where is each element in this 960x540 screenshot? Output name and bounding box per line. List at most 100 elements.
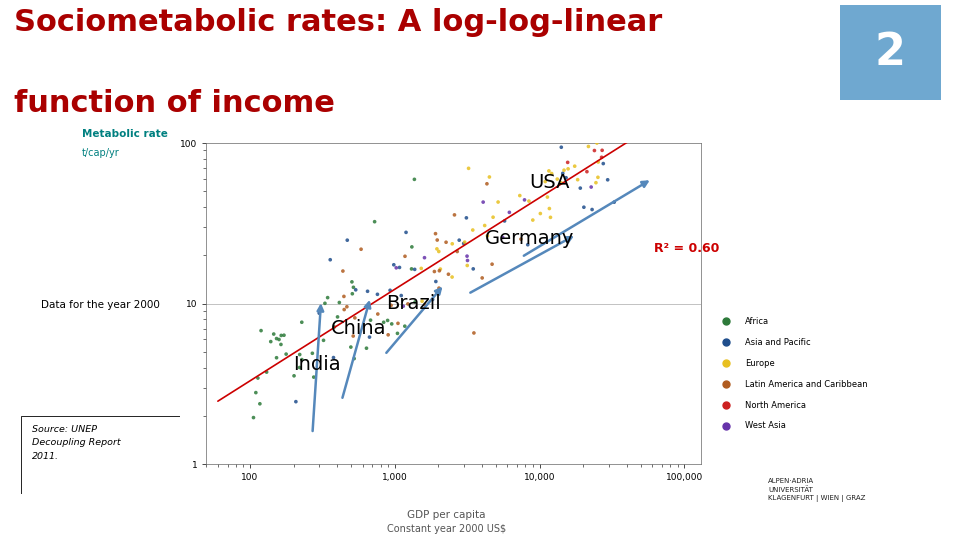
Point — [269, 334, 284, 343]
Text: ALPEN·ADRIA
UNIVERSITÄT
KLAGENFURT | WIEN | GRAZ: ALPEN·ADRIA UNIVERSITÄT KLAGENFURT | WIE… — [768, 478, 866, 502]
Point — [272, 335, 287, 344]
Point — [575, 114, 590, 123]
Point — [426, 267, 442, 276]
Point — [533, 209, 548, 218]
Point — [521, 197, 537, 205]
Point — [491, 198, 506, 206]
Point — [439, 238, 454, 247]
Point — [581, 142, 596, 151]
Point — [460, 261, 475, 270]
Text: Brazil: Brazil — [386, 294, 441, 313]
Point — [292, 350, 307, 359]
Point — [389, 264, 404, 272]
Point — [346, 283, 361, 292]
Point — [390, 329, 405, 338]
Point — [397, 252, 413, 261]
Point — [590, 173, 606, 181]
Point — [348, 314, 363, 322]
Point — [320, 293, 335, 302]
Point — [480, 232, 495, 240]
Point — [382, 286, 397, 295]
Point — [446, 211, 462, 219]
Text: India: India — [294, 355, 341, 374]
Point — [394, 291, 409, 300]
Text: Asia and Pacific: Asia and Pacific — [745, 338, 810, 347]
Point — [312, 309, 327, 318]
Point — [572, 184, 588, 192]
Point — [345, 278, 360, 286]
Point — [326, 323, 342, 332]
Point — [607, 198, 622, 206]
Text: West Asia: West Asia — [745, 421, 786, 430]
Point — [542, 213, 558, 221]
Point — [404, 242, 420, 251]
Text: GDP per capita: GDP per capita — [407, 510, 486, 521]
Point — [397, 322, 413, 330]
Point — [486, 213, 501, 221]
Point — [428, 277, 444, 286]
Point — [554, 143, 569, 152]
Point — [345, 289, 360, 298]
Point — [407, 298, 422, 306]
Point — [588, 124, 603, 133]
Point — [432, 266, 447, 275]
Point — [370, 290, 385, 299]
Point — [460, 256, 475, 265]
Point — [474, 274, 490, 282]
Point — [353, 245, 369, 254]
Point — [579, 167, 594, 176]
Point — [576, 203, 591, 212]
Point — [477, 221, 492, 230]
Point — [386, 260, 401, 269]
Point — [276, 331, 292, 340]
Point — [306, 373, 322, 381]
Point — [292, 363, 307, 372]
Point — [520, 240, 536, 249]
Text: Germany: Germany — [485, 229, 574, 248]
Point — [339, 302, 354, 311]
Point — [429, 235, 444, 244]
Text: R² = 0.60: R² = 0.60 — [655, 242, 720, 255]
Point — [584, 136, 599, 144]
Point — [418, 301, 433, 309]
Point — [269, 353, 284, 362]
Point — [304, 349, 320, 357]
FancyBboxPatch shape — [837, 3, 944, 103]
FancyBboxPatch shape — [21, 416, 180, 494]
Text: Constant year 2000 US$: Constant year 2000 US$ — [387, 524, 506, 534]
Point — [323, 255, 338, 264]
Point — [594, 153, 610, 161]
Point — [278, 350, 294, 359]
Text: 2: 2 — [875, 31, 906, 74]
Point — [294, 318, 309, 327]
Point — [555, 134, 570, 143]
Point — [457, 238, 472, 246]
Point — [337, 305, 352, 314]
Point — [371, 310, 386, 319]
Point — [263, 338, 278, 346]
Point — [404, 265, 420, 273]
Point — [444, 273, 460, 281]
Point — [431, 284, 446, 293]
Point — [340, 236, 355, 245]
Point — [396, 302, 411, 310]
Point — [259, 368, 275, 376]
Point — [415, 297, 430, 306]
Point — [429, 245, 444, 253]
Point — [417, 253, 432, 262]
Point — [348, 286, 364, 294]
Point — [541, 167, 557, 176]
Point — [347, 354, 362, 363]
Point — [584, 183, 599, 191]
Point — [605, 136, 620, 145]
Text: Metabolic rate: Metabolic rate — [82, 129, 167, 139]
Point — [482, 173, 497, 181]
Point — [585, 205, 600, 214]
Point — [288, 397, 303, 406]
Point — [331, 298, 347, 307]
Point — [475, 198, 491, 206]
Point — [466, 265, 481, 273]
Point — [251, 374, 266, 382]
Text: Data for the year 2000: Data for the year 2000 — [41, 300, 160, 310]
Point — [467, 329, 482, 338]
